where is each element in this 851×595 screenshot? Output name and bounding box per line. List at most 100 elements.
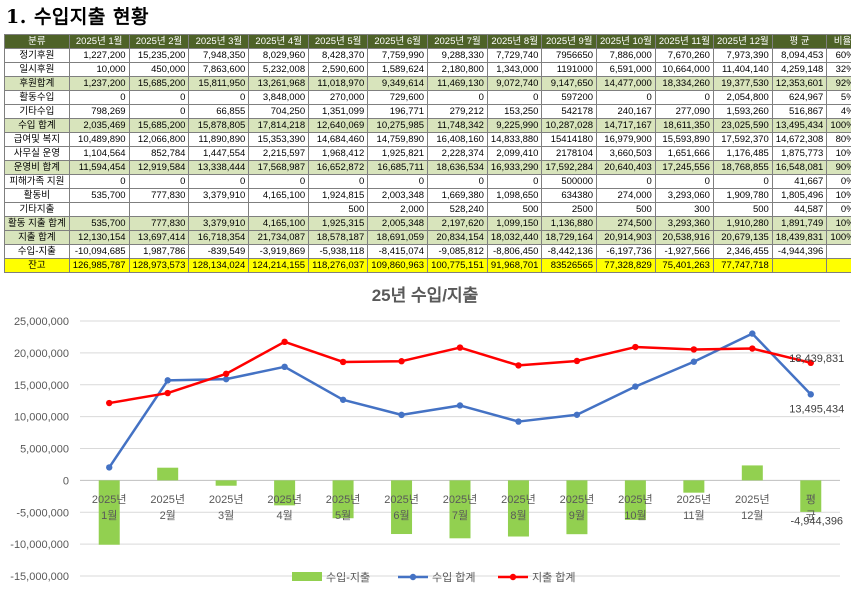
series-point [632,383,639,390]
table-cell: 2500 [541,202,598,217]
table-cell: 2,005,348 [367,216,429,231]
table-cell: 83526565 [541,258,598,273]
table-cell: 1,098,650 [486,188,543,203]
table-cell: 18,032,440 [486,230,543,245]
table-cell: 16,408,160 [427,132,488,147]
table-cell: 1,924,815 [308,188,369,203]
page-title: 1. 수입지출 현황 [6,6,149,28]
table-row: 활동수입 0 0 0 3,848,000 270,000 729,600 0 0 597200 0 0… [4,90,851,105]
table-cell: 2,215,597 [248,146,310,161]
data-labels: 18,439,831 13,495,434 -4,944,396 [789,353,844,528]
table-cell: 21,734,087 [248,230,310,245]
table-row: 수입 합계 2,035,469 15,685,200 15,878,805 17,814… [4,118,851,133]
table-cell: 274,500 [596,216,656,231]
table-cell: 10,287,028 [541,118,598,133]
series-point [398,358,405,365]
table-cell: 15414180 [541,132,598,147]
table-cell: 4,165,100 [248,188,310,203]
table-cell: 3,848,000 [248,90,310,105]
line-series [106,330,814,471]
data-label: -4,944,396 [790,515,843,527]
table-cell: 500000 [541,174,598,189]
table-cell: 16,652,872 [308,160,369,175]
legend-marker [409,573,417,581]
bar [683,480,705,493]
x-tick-label: 2025년 11월 [677,493,712,522]
table-cell: 41,667 [771,174,828,189]
table-cell: 90% [826,160,851,175]
legend-marker [509,573,517,581]
table-cell: 1,136,880 [541,216,598,231]
x-tick-label: 2025년 12월 [735,493,770,522]
x-tick-label: 2025년 6월 [384,493,419,522]
table-cell: 9,147,650 [541,76,598,91]
bar [566,480,588,535]
column-header: 비율 [826,34,851,49]
table-cell: 1,447,554 [188,146,250,161]
table-header-row: 분류 2025년 1월 2025년 2월 2025년 3월 2025년 4월 2025년 … [4,34,851,49]
table-cell: 3,379,910 [188,216,250,231]
legend-label: 수입 합계 [432,571,476,584]
table-cell: 10,000 [68,62,130,77]
table-cell: 535,700 [68,188,130,203]
bar [274,480,296,506]
x-axis-ticks: 2025년 1월 2025년 2월 2025년 3월 2025년 4월 2025년 5월 2025년… [92,493,816,522]
table-cell: -8,415,074 [367,244,429,259]
table-cell: 729,600 [367,90,429,105]
table-cell: 1,593,260 [712,104,773,119]
table-cell: 14,672,308 [771,132,828,147]
row-label: 활동비 [4,188,70,203]
y-tick-label: 5,000,000 [20,444,69,456]
table-cell: -10,094,685 [68,244,130,259]
table-cell: 500 [308,202,369,217]
table-cell: 126,985,787 [68,258,130,273]
table-cell: 196,771 [367,104,429,119]
column-header: 2025년 11월 [654,34,714,49]
table-cell: 7,973,390 [712,48,773,63]
table-cell: 279,212 [427,104,488,119]
column-header: 2025년 6월 [367,34,429,49]
table-cell: 1,176,485 [712,146,773,161]
row-label: 후원합계 [4,76,70,91]
series-point [690,358,698,365]
table-cell: 10,489,890 [68,132,130,147]
table-cell: 12,066,800 [128,132,190,147]
table-cell: 0% [826,202,851,217]
table-cell: 12,919,584 [128,160,190,175]
table-cell: 66,855 [188,104,250,119]
table-cell: 18,768,855 [712,160,773,175]
table-cell: 3,293,360 [654,216,714,231]
table-cell: 23,025,590 [712,118,773,133]
table-cell: 32% [826,62,851,77]
column-header: 2025년 7월 [427,34,488,49]
table-cell: 0 [68,174,130,189]
table-cell: 9,072,740 [486,76,543,91]
table-cell: 500 [596,202,656,217]
table-cell: 0 [367,174,429,189]
series-point [164,389,171,397]
table-cell: 100,775,151 [427,258,488,273]
series-point [222,375,230,383]
table-cell: 3,660,503 [596,146,656,161]
table-cell: 17,814,218 [248,118,310,133]
table-cell: 2,003,348 [367,188,429,203]
row-label: 활동수입 [4,90,70,105]
table-cell: 798,269 [68,104,130,119]
series-point [515,362,522,369]
table-cell: -6,197,736 [596,244,656,259]
table-cell: 77,747,718 [712,258,773,273]
column-header: 2025년 4월 [248,34,310,49]
table-cell: 0 [486,174,543,189]
data-label: 18,439,831 [789,353,844,365]
chart-gridlines [80,320,840,577]
table-cell: 270,000 [308,90,369,105]
x-tick-label: 2025년 1월 [92,493,127,522]
table-cell: 16,979,900 [596,132,656,147]
table-cell: 9,225,990 [486,118,543,133]
bar [98,480,120,545]
row-label: 수입-지출 [4,244,70,259]
table-cell: 1,343,000 [486,62,543,77]
y-tick-label: -15,000,000 [10,571,69,583]
x-tick-label: 2025년 7월 [443,493,478,522]
